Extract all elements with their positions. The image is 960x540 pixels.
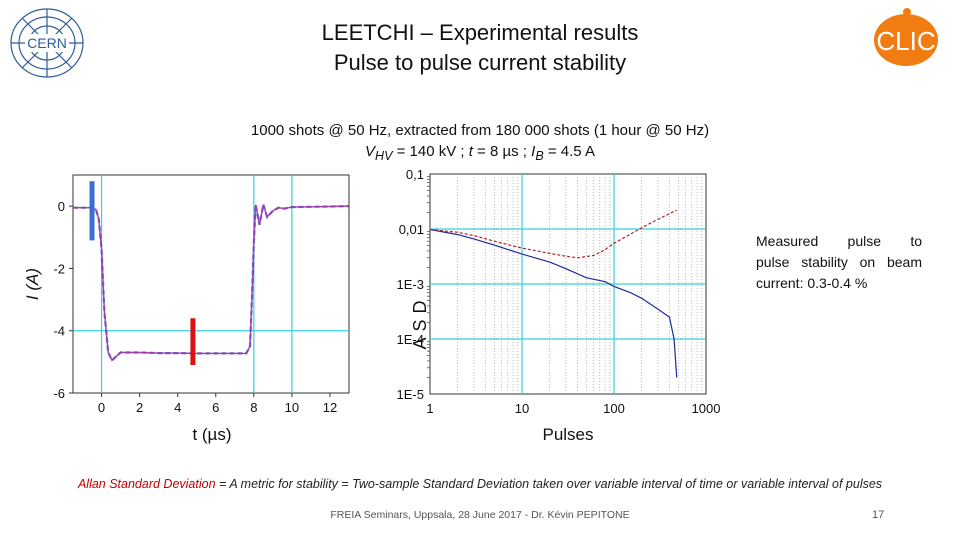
left-x-tick-label: 6 xyxy=(212,400,219,415)
t-symbol: t xyxy=(468,143,473,160)
left-x-tick-label: 0 xyxy=(98,400,105,415)
right-y-tick-label: 1E-5 xyxy=(397,387,424,402)
left-x-tick-label: 10 xyxy=(285,400,299,415)
cern-logo-text: CERN xyxy=(27,35,67,51)
ib-value: = 4.5 A xyxy=(543,143,595,160)
left-y-tick-label: -2 xyxy=(53,261,65,276)
conditions-line-1: 1000 shots @ 50 Hz, extracted from 180 0… xyxy=(250,122,710,139)
caption-term: Allan Standard Deviation xyxy=(77,477,216,491)
clic-logo-text: CLIC xyxy=(876,26,935,56)
ib-sub: B xyxy=(535,149,544,163)
t-value: = 8 µs ; xyxy=(472,143,532,160)
left-y-tick-label: -6 xyxy=(53,386,65,401)
left-y-axis-label: I (A) xyxy=(23,268,42,300)
left-series-line xyxy=(73,204,350,362)
left-x-tick-label: 2 xyxy=(136,400,143,415)
cern-logo: CERN xyxy=(10,8,84,78)
ib-symbol: I xyxy=(531,143,536,160)
caption-definition: = A metric for stability = Two-sample St… xyxy=(215,477,883,491)
title-line-2: Pulse to pulse current stability xyxy=(333,50,627,75)
title-line-1: LEETCHI – Experimental results xyxy=(321,20,639,45)
footer-text: FREIA Seminars, Uppsala, 28 June 2017 - … xyxy=(330,509,630,521)
vhv-sub: HV xyxy=(375,149,393,163)
conditions-line-2: VHV = 140 kV ; t = 8 µs ; IB = 4.5 A xyxy=(0,141,960,167)
right-x-tick-label: 100 xyxy=(603,401,625,416)
note-prefix: current: xyxy=(756,275,808,291)
right-y-tick-label: 1E-3 xyxy=(397,277,424,292)
right-y-axis-label: ASD xyxy=(410,294,430,349)
allan-definition-caption: Allan Standard Deviation = A metric for … xyxy=(20,477,940,491)
left-y-tick-label: -4 xyxy=(53,324,65,339)
right-y-tick-label: 0,1 xyxy=(406,167,424,182)
vhv-symbol: V xyxy=(365,143,376,160)
clic-logo: CLIC xyxy=(874,8,938,66)
left-x-tick-label: 4 xyxy=(174,400,181,415)
note-line-1: Measured pulse to xyxy=(756,233,922,249)
right-x-axis-label: Pulses xyxy=(542,425,593,444)
current-pulse-chart: 0 2 4 6 8 10 12 0 -2 -4 -6 I (A) t (µs) xyxy=(23,174,350,444)
left-y-tick-label: 0 xyxy=(58,199,65,214)
right-series-beam-current xyxy=(429,228,678,378)
right-y-tick-label: 1E-4 xyxy=(397,332,424,347)
slide-title: LEETCHI – Experimental results Pulse to … xyxy=(0,18,960,78)
vhv-value: = 140 kV ; xyxy=(392,143,469,160)
left-x-tick-label: 8 xyxy=(250,400,257,415)
allan-deviation-chart: 1 10 100 1000 1E-5 1E-4 1E-3 0,01 0,1 ASD Pulses xyxy=(397,167,721,444)
right-x-tick-label: 1000 xyxy=(692,401,721,416)
right-series-pulse-current xyxy=(429,209,677,259)
stability-note: Measured pulse to pulse stability on bea… xyxy=(756,231,922,294)
note-value: 0.3-0.4 % xyxy=(807,275,868,291)
experiment-conditions: 1000 shots @ 50 Hz, extracted from 180 0… xyxy=(0,120,960,167)
left-x-axis-label: t (µs) xyxy=(192,425,231,444)
page-number: 17 xyxy=(872,509,885,521)
note-line-2: pulse stability on beam xyxy=(756,254,922,270)
note-line-3: current: 0.3-0.4 % xyxy=(756,273,922,294)
right-x-tick-label: 1 xyxy=(426,401,433,416)
left-plot-frame xyxy=(72,174,350,394)
left-x-tick-label: 12 xyxy=(323,400,337,415)
right-y-tick-label: 0,01 xyxy=(399,222,424,237)
right-x-tick-label: 10 xyxy=(515,401,529,416)
